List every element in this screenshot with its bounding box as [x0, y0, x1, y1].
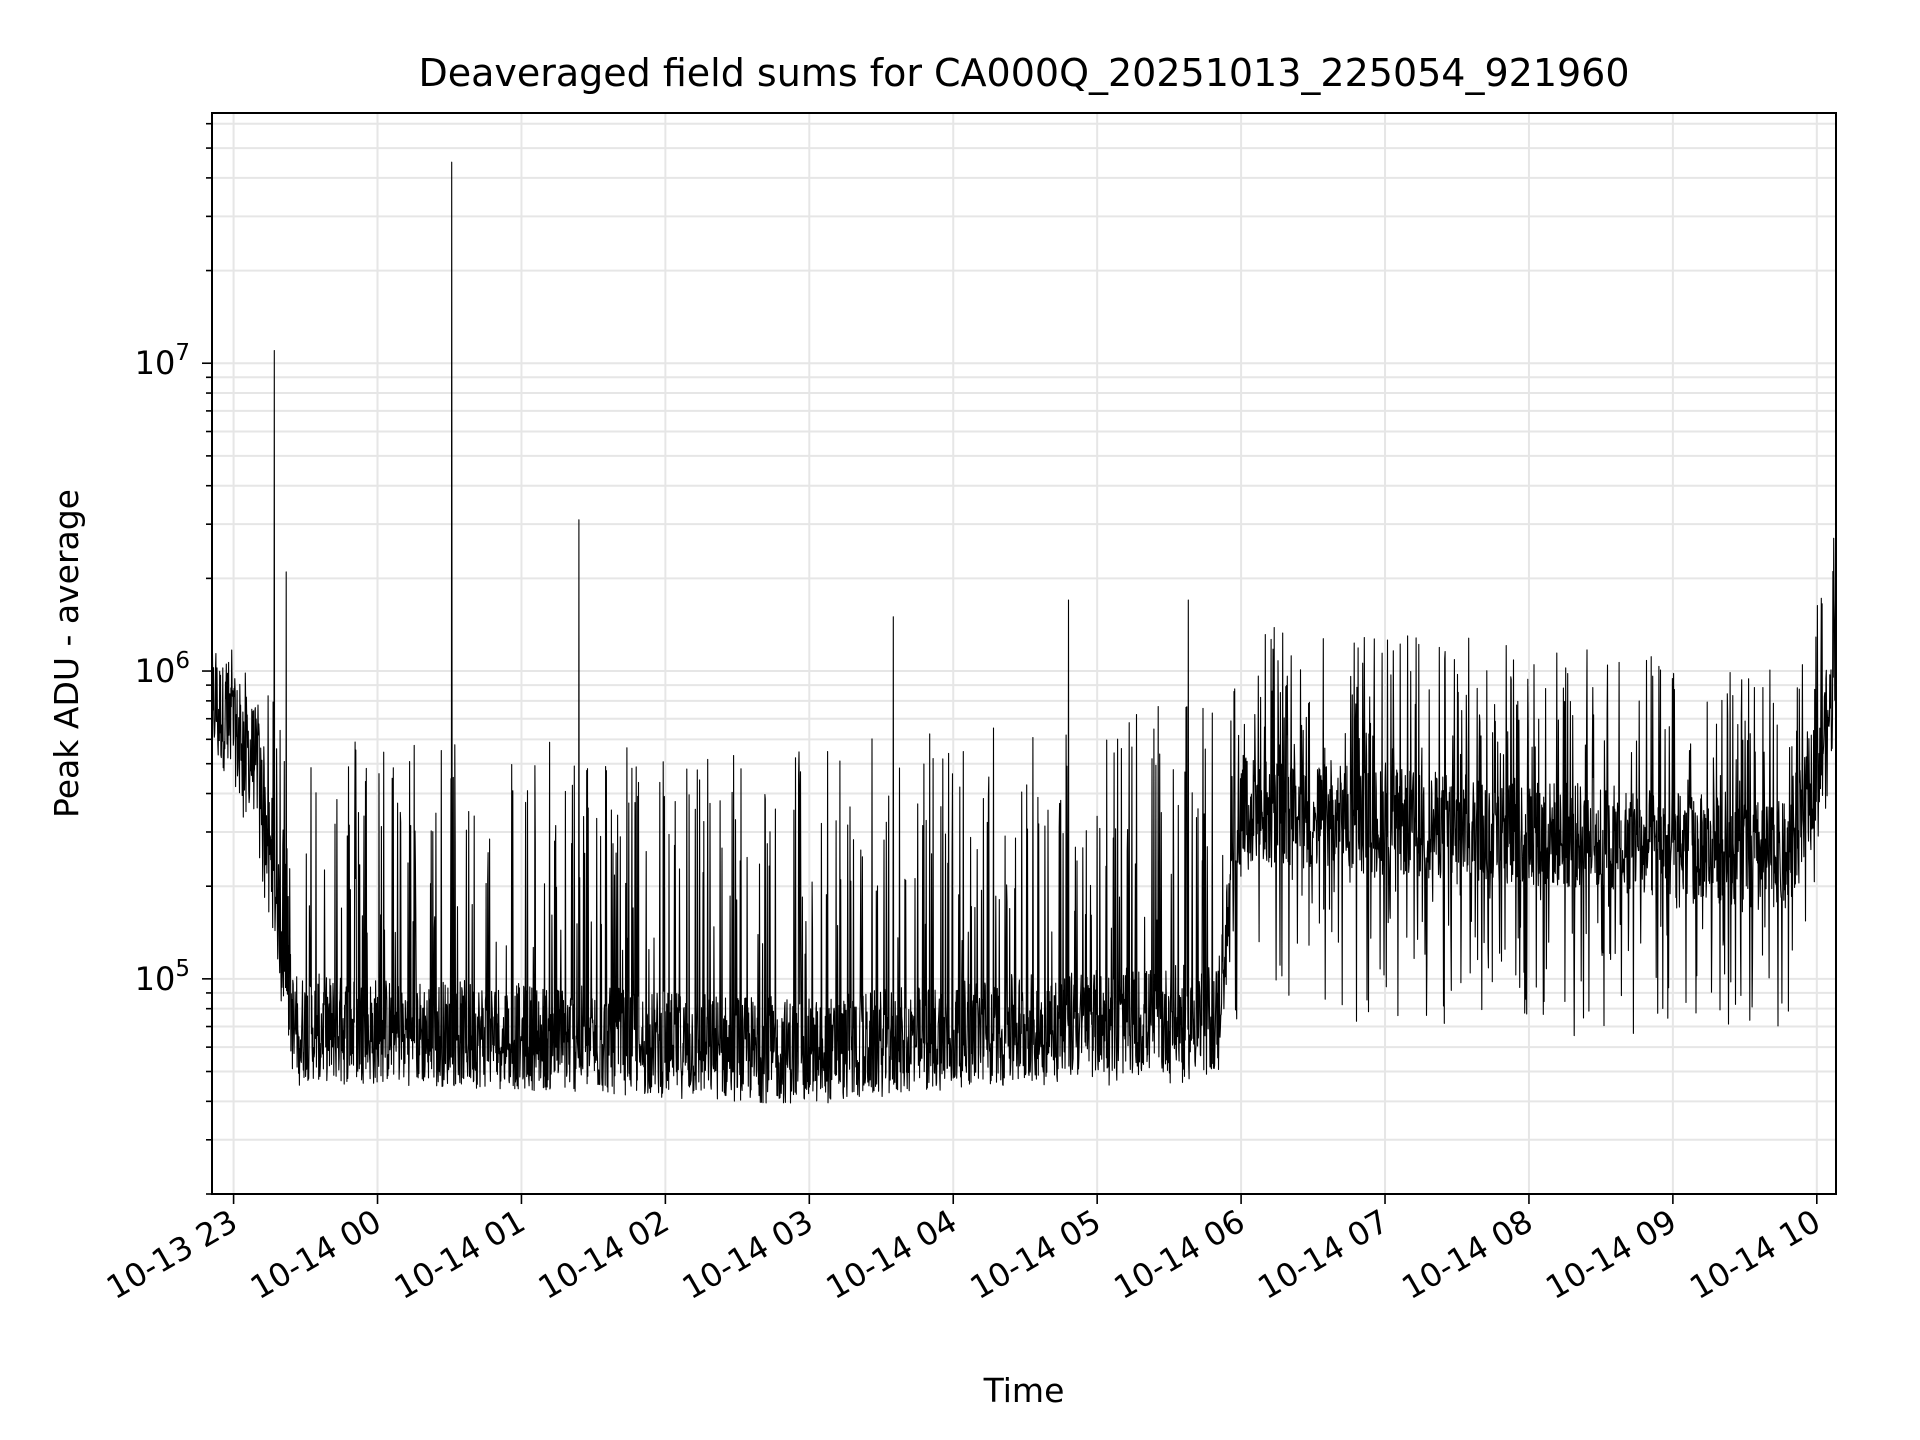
- x-tick-label: 10-14 10: [1683, 1202, 1827, 1307]
- x-tick-label: 10-14 03: [676, 1202, 820, 1307]
- x-tick-label: 10-14 02: [532, 1202, 676, 1307]
- x-tick-label: 10-14 08: [1395, 1202, 1539, 1307]
- x-tick-label: 10-14 04: [820, 1202, 964, 1307]
- plot-frame: [211, 112, 1837, 1195]
- x-tick-label: 10-14 01: [388, 1202, 532, 1307]
- y-tick-label: 105: [135, 956, 190, 998]
- x-tick-label: 10-13 23: [100, 1202, 244, 1307]
- series-line: [211, 161, 1837, 1104]
- x-tick-label: 10-14 00: [244, 1202, 388, 1307]
- x-tick-label: 10-14 06: [1107, 1202, 1251, 1307]
- y-axis-label: Peak ADU - average: [47, 489, 86, 818]
- series-layer: [211, 161, 1837, 1104]
- x-tick-label: 10-14 05: [964, 1202, 1108, 1307]
- chart-title: Deaveraged field sums for CA000Q_2025101…: [418, 51, 1629, 95]
- x-tick-label: 10-14 09: [1539, 1202, 1683, 1307]
- y-tick-label: 107: [135, 340, 190, 382]
- x-axis-label: Time: [983, 1371, 1065, 1410]
- x-tick-label: 10-14 07: [1251, 1202, 1395, 1307]
- y-tick-label: 106: [135, 648, 190, 690]
